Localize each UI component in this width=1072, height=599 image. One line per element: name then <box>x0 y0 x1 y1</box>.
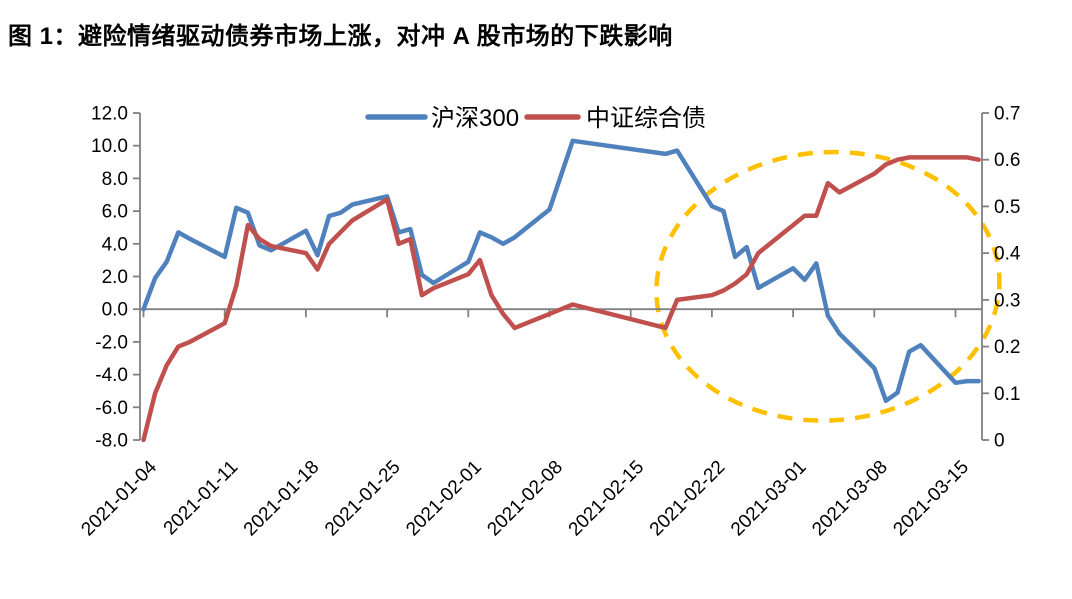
y-axis-left-tick-label: 8.0 <box>102 169 128 190</box>
y-axis-right-tick-label: 0.1 <box>994 384 1020 405</box>
y-axis-left-tick-label: 4.0 <box>102 234 128 255</box>
x-axis-tick-label: 2021-01-18 <box>240 457 324 541</box>
y-axis-left-tick-label: -6.0 <box>95 398 128 419</box>
y-axis-left-tick-label: 0.0 <box>102 300 128 321</box>
y-axis-right-tick-label: 0.4 <box>994 244 1021 265</box>
x-axis-tick-label: 2021-03-01 <box>727 457 811 541</box>
y-axis-left-tick-label: -8.0 <box>95 431 128 452</box>
x-axis-tick-label: 2021-02-15 <box>565 457 649 541</box>
x-axis-tick-label: 2021-02-08 <box>483 457 567 541</box>
figure-title: 图 1：避险情绪驱动债券市场上涨，对冲 A 股市场的下跌影响 <box>8 23 673 50</box>
y-axis-right-tick-label: 0.5 <box>994 197 1020 218</box>
y-axis-left-tick-label: 6.0 <box>102 202 128 223</box>
highlight-ellipse <box>654 149 1002 423</box>
legend-label-bond-index: 中证综合债 <box>586 105 706 132</box>
legend-label-csi300: 沪深300 <box>431 105 519 132</box>
x-axis-tick-label: 2021-01-11 <box>160 457 243 540</box>
y-axis-left-tick-label: -4.0 <box>95 365 128 386</box>
y-axis-right-tick-label: 0.2 <box>994 337 1020 358</box>
x-axis-tick-label: 2021-02-01 <box>402 457 486 541</box>
y-axis-left-tick-label: 10.0 <box>91 136 128 157</box>
y-axis-right-tick-label: 0.7 <box>994 104 1020 125</box>
x-axis-tick-label: 2021-02-22 <box>646 457 730 541</box>
y-axis-right-tick-label: 0 <box>994 431 1005 452</box>
x-axis-tick-label: 2021-03-15 <box>889 457 973 541</box>
y-axis-right-tick-label: 0.3 <box>994 290 1020 311</box>
y-axis-left-tick-label: 12.0 <box>91 104 128 125</box>
y-axis-left-tick-label: 2.0 <box>102 267 128 288</box>
series-line-bond-index <box>141 155 981 443</box>
series-line-csi300 <box>141 138 981 404</box>
x-axis-tick-label: 2021-01-04 <box>77 456 161 540</box>
x-axis-tick-label: 2021-01-25 <box>321 457 405 541</box>
y-axis-left-tick-label: -2.0 <box>95 332 128 353</box>
y-axis-right-tick-label: 0.6 <box>994 150 1020 171</box>
x-axis-tick-label: 2021-03-08 <box>808 457 892 541</box>
